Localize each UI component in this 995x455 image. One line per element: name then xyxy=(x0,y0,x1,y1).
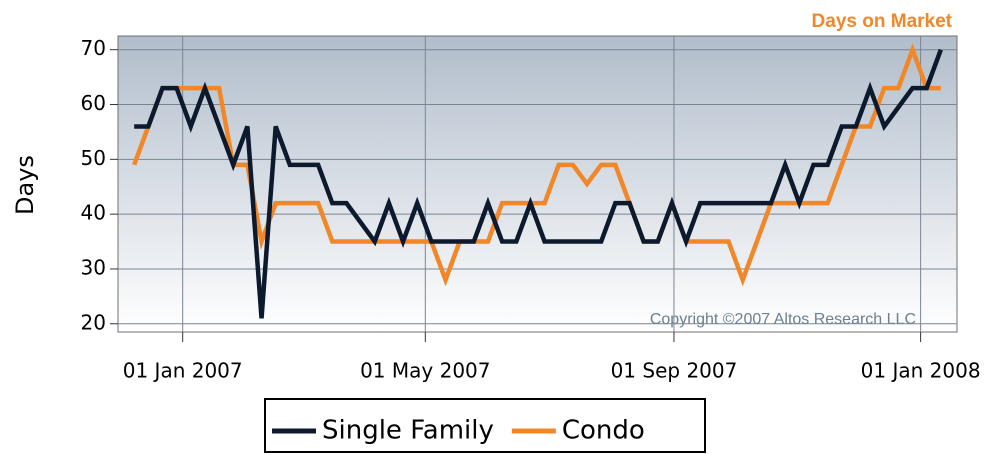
plot-area xyxy=(117,35,958,333)
x-tick-label: 01 Jan 2007 xyxy=(123,359,243,383)
y-tick-label: 30 xyxy=(81,255,106,279)
y-tick-label: 20 xyxy=(81,310,106,334)
y-tick-label: 50 xyxy=(81,146,106,170)
y-axis-label: Days xyxy=(11,155,39,215)
y-tick-label: 60 xyxy=(81,91,106,115)
legend-label: Single Family xyxy=(322,416,494,446)
copyright: Copyright ©2007 Altos Research LLC xyxy=(650,311,916,328)
x-tick-label: 01 Jan 2008 xyxy=(861,359,981,383)
legend-label: Condo xyxy=(562,416,645,446)
y-tick-label: 40 xyxy=(81,201,106,225)
x-tick-label: 01 May 2007 xyxy=(360,359,490,383)
legend xyxy=(264,398,706,453)
chart-title: Days on Market xyxy=(812,11,953,32)
y-tick-label: 70 xyxy=(81,36,106,60)
series-line xyxy=(134,48,943,319)
x-tick-label: 01 Sep 2007 xyxy=(611,359,738,383)
